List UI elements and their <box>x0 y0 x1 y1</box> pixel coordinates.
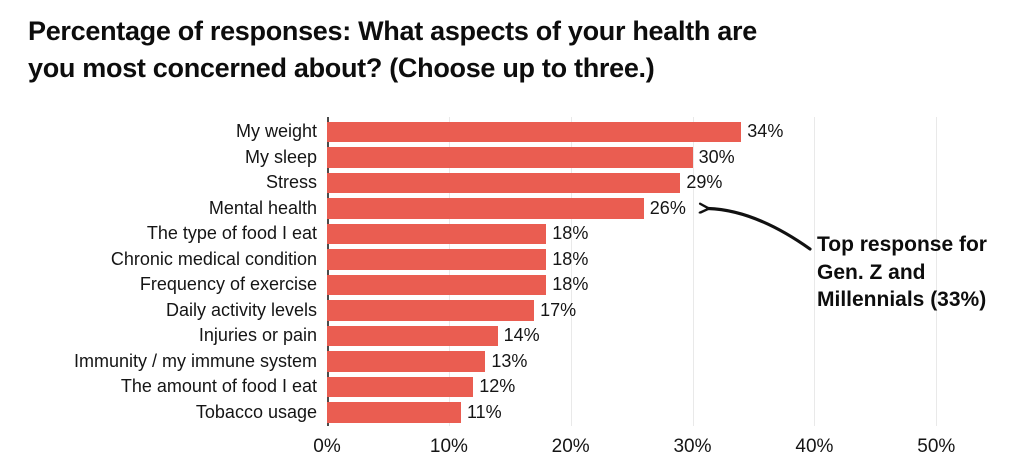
bar-area: 18% <box>327 221 1014 247</box>
bar <box>327 121 742 142</box>
bar <box>327 198 644 219</box>
bar <box>327 376 474 397</box>
x-tick-label: 10% <box>429 436 468 457</box>
x-tick-label: 0% <box>313 436 341 457</box>
chart-title: Percentage of responses: What aspects of… <box>28 16 757 83</box>
bar-row: Mental health 26% <box>0 196 1014 222</box>
value-label: 18% <box>552 223 589 244</box>
x-tick-label: 40% <box>795 436 834 457</box>
x-tick-label: 50% <box>917 436 956 457</box>
category-label: The amount of food I eat <box>120 376 317 397</box>
bar-row: Injuries or pain 14% <box>0 323 1014 349</box>
bar <box>327 274 547 295</box>
gridline <box>936 117 937 426</box>
category-label: Tobacco usage <box>195 401 317 422</box>
bar-row: The amount of food I eat 12% <box>0 374 1014 400</box>
bar-area: 26% <box>327 196 1014 222</box>
annotation-text: Top response for Gen. Z and Millennials … <box>817 233 987 311</box>
category-label: Chronic medical condition <box>110 248 317 269</box>
value-label: 34% <box>747 121 784 142</box>
bar-rows: My weight 34% My sleep 30% Stress 29% Mental h… <box>0 119 1014 425</box>
value-label: 29% <box>686 172 723 193</box>
bar-row: Stress 29% <box>0 170 1014 196</box>
bar <box>327 402 461 423</box>
bar-area: 12% <box>327 374 1014 400</box>
bar-row: The type of food I eat 18% <box>0 221 1014 247</box>
bar-row: Immunity / my immune system 13% <box>0 349 1014 375</box>
x-tick-label: 30% <box>673 436 712 457</box>
category-label: Frequency of exercise <box>139 274 317 295</box>
bar-area: 29% <box>327 170 1014 196</box>
category-label: Mental health <box>208 197 317 218</box>
bar-area: 17% <box>327 298 1014 324</box>
bar-row: Tobacco usage 11% <box>0 400 1014 426</box>
x-tick-label: 20% <box>551 436 590 457</box>
category-label: Stress <box>265 172 317 193</box>
bar <box>327 351 486 372</box>
value-label: 18% <box>552 274 589 295</box>
x-axis: 0% 10% 20% 30% 40% 50% <box>0 436 1024 460</box>
value-label: 17% <box>540 299 577 320</box>
bar-area: 13% <box>327 349 1014 375</box>
bar <box>327 325 498 346</box>
value-label: 14% <box>503 325 540 346</box>
gridline <box>571 117 572 426</box>
annotation-arrow <box>690 195 812 251</box>
bar <box>327 300 535 321</box>
bar-area: 14% <box>327 323 1014 349</box>
bar <box>327 172 681 193</box>
bar-area: 18% <box>327 247 1014 273</box>
category-label: My weight <box>235 121 317 142</box>
y-axis-line <box>327 117 329 426</box>
value-label: 12% <box>479 376 516 397</box>
gridline <box>693 117 694 426</box>
value-label: 13% <box>491 350 528 371</box>
value-label: 11% <box>467 401 502 422</box>
bar-row: Frequency of exercise 18% <box>0 272 1014 298</box>
bar-row: My sleep 30% <box>0 145 1014 171</box>
category-label: Injuries or pain <box>198 325 317 346</box>
bar-area: 30% <box>327 145 1014 171</box>
bar-area: 34% <box>327 119 1014 145</box>
bar-row: Daily activity levels 17% <box>0 298 1014 324</box>
gridline <box>814 117 815 426</box>
bar-row: My weight 34% <box>0 119 1014 145</box>
bar-area: 11% <box>327 400 1014 426</box>
value-label: 18% <box>552 248 589 269</box>
bar-row: Chronic medical condition 18% <box>0 247 1014 273</box>
category-label: The type of food I eat <box>146 223 317 244</box>
bar-area: 18% <box>327 272 1014 298</box>
category-label: Daily activity levels <box>165 299 317 320</box>
bar <box>327 223 547 244</box>
category-label: Immunity / my immune system <box>73 350 317 371</box>
bar <box>327 249 547 270</box>
category-label: My sleep <box>244 146 317 167</box>
bar <box>327 147 693 168</box>
gridline <box>449 117 450 426</box>
plot-area <box>327 117 990 426</box>
value-label: 30% <box>698 146 735 167</box>
value-label: 26% <box>649 197 686 218</box>
